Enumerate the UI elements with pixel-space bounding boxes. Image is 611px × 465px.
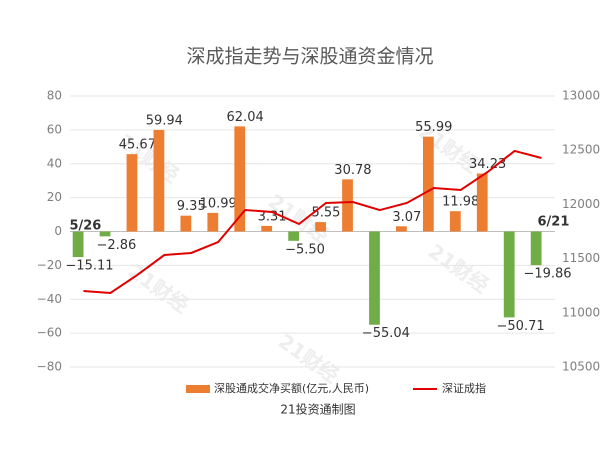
bar: [261, 225, 273, 232]
data-label: −50.71: [497, 319, 545, 334]
bar: [342, 179, 353, 232]
data-label: 11.98: [442, 195, 479, 210]
bar: [449, 211, 461, 232]
data-label: 34.23: [469, 157, 506, 172]
data-label: 10.99: [200, 196, 237, 211]
data-label: 9.35: [177, 199, 206, 214]
source: 21投资通制图: [280, 402, 355, 417]
y-tick-label: 60: [47, 122, 62, 136]
watermark: 21财经: [124, 259, 193, 318]
data-label: 62.04: [227, 110, 264, 125]
y-tick-label: 0: [54, 224, 62, 238]
y2-tick-label: 12000: [562, 197, 600, 211]
bar: [396, 226, 407, 232]
bar: [288, 231, 300, 241]
watermark: 21财经: [424, 239, 493, 298]
y2-tick-label: 13000: [562, 89, 600, 103]
bar: [72, 231, 84, 258]
bar: [234, 126, 246, 232]
line: [83, 149, 542, 294]
data-label: −15.11: [65, 259, 113, 274]
y-tick-label: 80: [47, 89, 62, 103]
y2-tick-label: 10500: [562, 360, 600, 374]
data-label: 3.31: [258, 209, 287, 224]
data-label: 59.94: [146, 113, 183, 128]
y-tick-label: −60: [37, 326, 62, 340]
y2-tick-label: 11500: [562, 251, 600, 265]
bar: [126, 154, 138, 232]
bar: [503, 231, 515, 318]
bar: [315, 222, 326, 232]
bar: [153, 129, 165, 232]
chart-title: 深成指走势与深股通资金情况: [186, 46, 433, 68]
bar: [422, 136, 434, 232]
data-label: 55.99: [415, 120, 452, 135]
y2-tick-label: 11000: [562, 305, 600, 319]
legend-label: 深股通成交净买额(亿元,人民币): [214, 381, 369, 395]
legend-label: 深证成指: [442, 381, 486, 395]
data-label: 5.55: [311, 206, 340, 221]
bar: [530, 231, 542, 266]
data-label: −2.86: [96, 238, 136, 253]
watermark: 21财经: [274, 329, 343, 388]
data-label: 3.07: [392, 210, 421, 225]
bar: [369, 231, 380, 325]
y-tick-label: −40: [37, 292, 62, 306]
data-label: 30.78: [334, 163, 371, 178]
y2-tick-label: 12500: [562, 143, 600, 157]
annotation: 5/26: [69, 219, 101, 234]
data-label: 45.67: [119, 138, 156, 153]
y-tick-label: 40: [47, 156, 62, 170]
data-label: −55.04: [362, 326, 410, 341]
y-tick-label: −20: [37, 258, 62, 272]
y-tick-label: 20: [47, 190, 62, 204]
bar: [476, 173, 488, 232]
annotation: 6/21: [538, 215, 570, 230]
bar: [180, 215, 192, 232]
data-label: −5.50: [285, 242, 325, 257]
data-label: −19.86: [523, 267, 571, 282]
bar: [99, 231, 111, 237]
legend-swatch: [186, 385, 210, 393]
y-tick-label: −80: [37, 360, 62, 374]
bar: [207, 212, 219, 232]
